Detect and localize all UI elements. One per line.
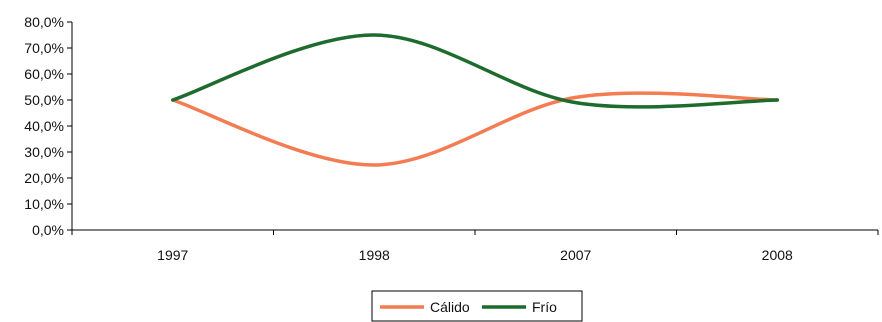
x-tick-label: 1998 [359,247,390,263]
y-axis-ticks: 0,0% 10,0% 20,0% 30,0% 40,0% 50,0% 60,0% 70,0% 8… [24,14,72,238]
x-tick-label: 2007 [560,247,591,263]
x-tick-label: 1997 [157,247,188,263]
legend-label-1: Frío [532,299,557,315]
y-tick-label: 20,0% [24,170,64,186]
y-tick-label: 30,0% [24,144,64,160]
y-tick-label: 0,0% [32,222,64,238]
y-tick-label: 50,0% [24,92,64,108]
x-axis-ticks: 1997 1998 2007 2008 [71,230,879,263]
legend-box [371,290,583,322]
y-tick-label: 40,0% [24,118,64,134]
legend-label-0: Cálido [430,299,470,315]
series-lines [171,33,779,167]
series-line-1 [171,33,779,109]
y-tick-label: 80,0% [24,14,64,30]
series-line-0 [171,91,779,167]
legend: Cálido Frío [371,290,583,322]
x-tick-label: 2008 [762,247,793,263]
y-tick-label: 60,0% [24,66,64,82]
y-tick-label: 10,0% [24,196,64,212]
y-tick-label: 70,0% [24,40,64,56]
